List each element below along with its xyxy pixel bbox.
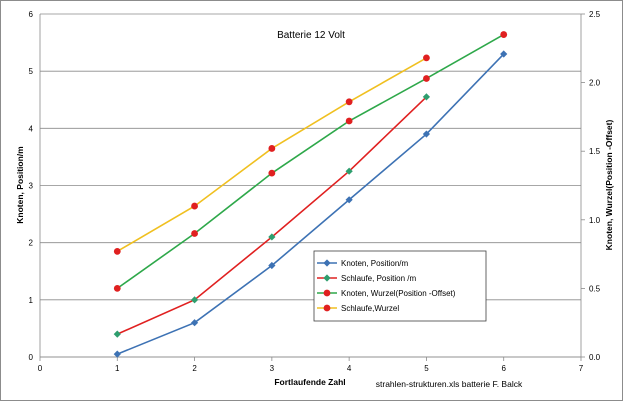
data-point xyxy=(423,75,430,82)
x-tick-label: 2 xyxy=(192,364,197,373)
y-right-tick-label: 2.0 xyxy=(589,79,601,88)
axes xyxy=(39,13,585,361)
data-point xyxy=(345,117,353,125)
data-point xyxy=(345,167,353,175)
series-markers xyxy=(113,31,508,358)
data-point xyxy=(113,285,121,292)
data-point xyxy=(268,169,276,177)
data-point xyxy=(191,202,198,210)
x-tick-label: 5 xyxy=(424,364,429,373)
y-right-tick-label: 2.5 xyxy=(589,10,601,19)
legend-label: Knoten, Wurzel(Position -Offset) xyxy=(341,289,456,298)
x-tick-label: 7 xyxy=(579,364,584,373)
x-axis-label: Fortlaufende Zahl xyxy=(274,377,345,387)
legend-swatch-marker xyxy=(323,304,331,312)
data-point xyxy=(500,31,508,38)
x-tick-label: 1 xyxy=(115,364,120,373)
y-left-tick-label: 5 xyxy=(29,67,34,76)
data-point xyxy=(268,261,276,270)
legend-label: Knoten, Position/m xyxy=(341,259,408,268)
data-point xyxy=(345,98,353,106)
y-right-tick-label: 1.5 xyxy=(589,147,601,156)
data-point xyxy=(345,196,353,204)
y-right-tick-label: 0.0 xyxy=(589,353,601,362)
y-right-tick-label: 0.5 xyxy=(589,284,601,293)
legend-swatch-marker xyxy=(323,259,331,267)
legend-label: Schlaufe,Wurzel xyxy=(341,304,399,313)
legend-box xyxy=(313,250,487,322)
y-left-tick-label: 4 xyxy=(29,124,34,133)
data-point xyxy=(422,93,431,101)
data-point xyxy=(268,233,276,241)
series-line-3 xyxy=(116,33,505,290)
data-point xyxy=(113,330,121,338)
tick-labels: 0 1 2 3 4 5 6 0.0 0.5 1.0 1.5 2.0 2.5 0 1 2 3 4 5 6 7 xyxy=(29,10,601,373)
series-line-1 xyxy=(116,53,505,355)
x-tick-label: 4 xyxy=(347,364,352,373)
y-left-tick-label: 3 xyxy=(29,182,34,191)
series-line-4 xyxy=(116,57,427,253)
gridlines xyxy=(40,13,581,358)
x-tick-label: 3 xyxy=(270,364,275,373)
x-tick-label: 0 xyxy=(38,364,43,373)
y-left-tick-label: 1 xyxy=(29,296,34,305)
legend-label: Schlaufe, Position /m xyxy=(341,274,416,283)
data-point xyxy=(190,319,199,327)
y-left-tick-label: 2 xyxy=(29,239,34,248)
data-point xyxy=(500,50,508,58)
data-point xyxy=(423,54,430,62)
y-axis-label-right: Knoten, Wurzel(Position -Offset) xyxy=(604,120,614,251)
y-right-tick-label: 1.0 xyxy=(589,216,601,225)
footer-note: strahlen-strukturen.xls batterie F. Balc… xyxy=(376,379,523,389)
data-point xyxy=(268,145,276,152)
legend-swatch-marker xyxy=(323,289,331,297)
data-point xyxy=(113,247,121,255)
data-point xyxy=(190,296,199,304)
y-left-tick-label: 0 xyxy=(29,353,34,362)
data-point xyxy=(113,350,121,358)
data-point xyxy=(191,230,198,237)
legend-swatch-marker xyxy=(323,274,331,282)
y-axis-label-left: Knoten, Position/m xyxy=(15,146,25,224)
chart-title: Batterie 12 Volt xyxy=(277,30,345,41)
y-left-tick-label: 6 xyxy=(29,10,34,19)
x-tick-label: 6 xyxy=(501,364,506,373)
legend: Knoten, Position/m Schlaufe, Position /m K… xyxy=(313,250,487,322)
data-point xyxy=(422,130,431,138)
